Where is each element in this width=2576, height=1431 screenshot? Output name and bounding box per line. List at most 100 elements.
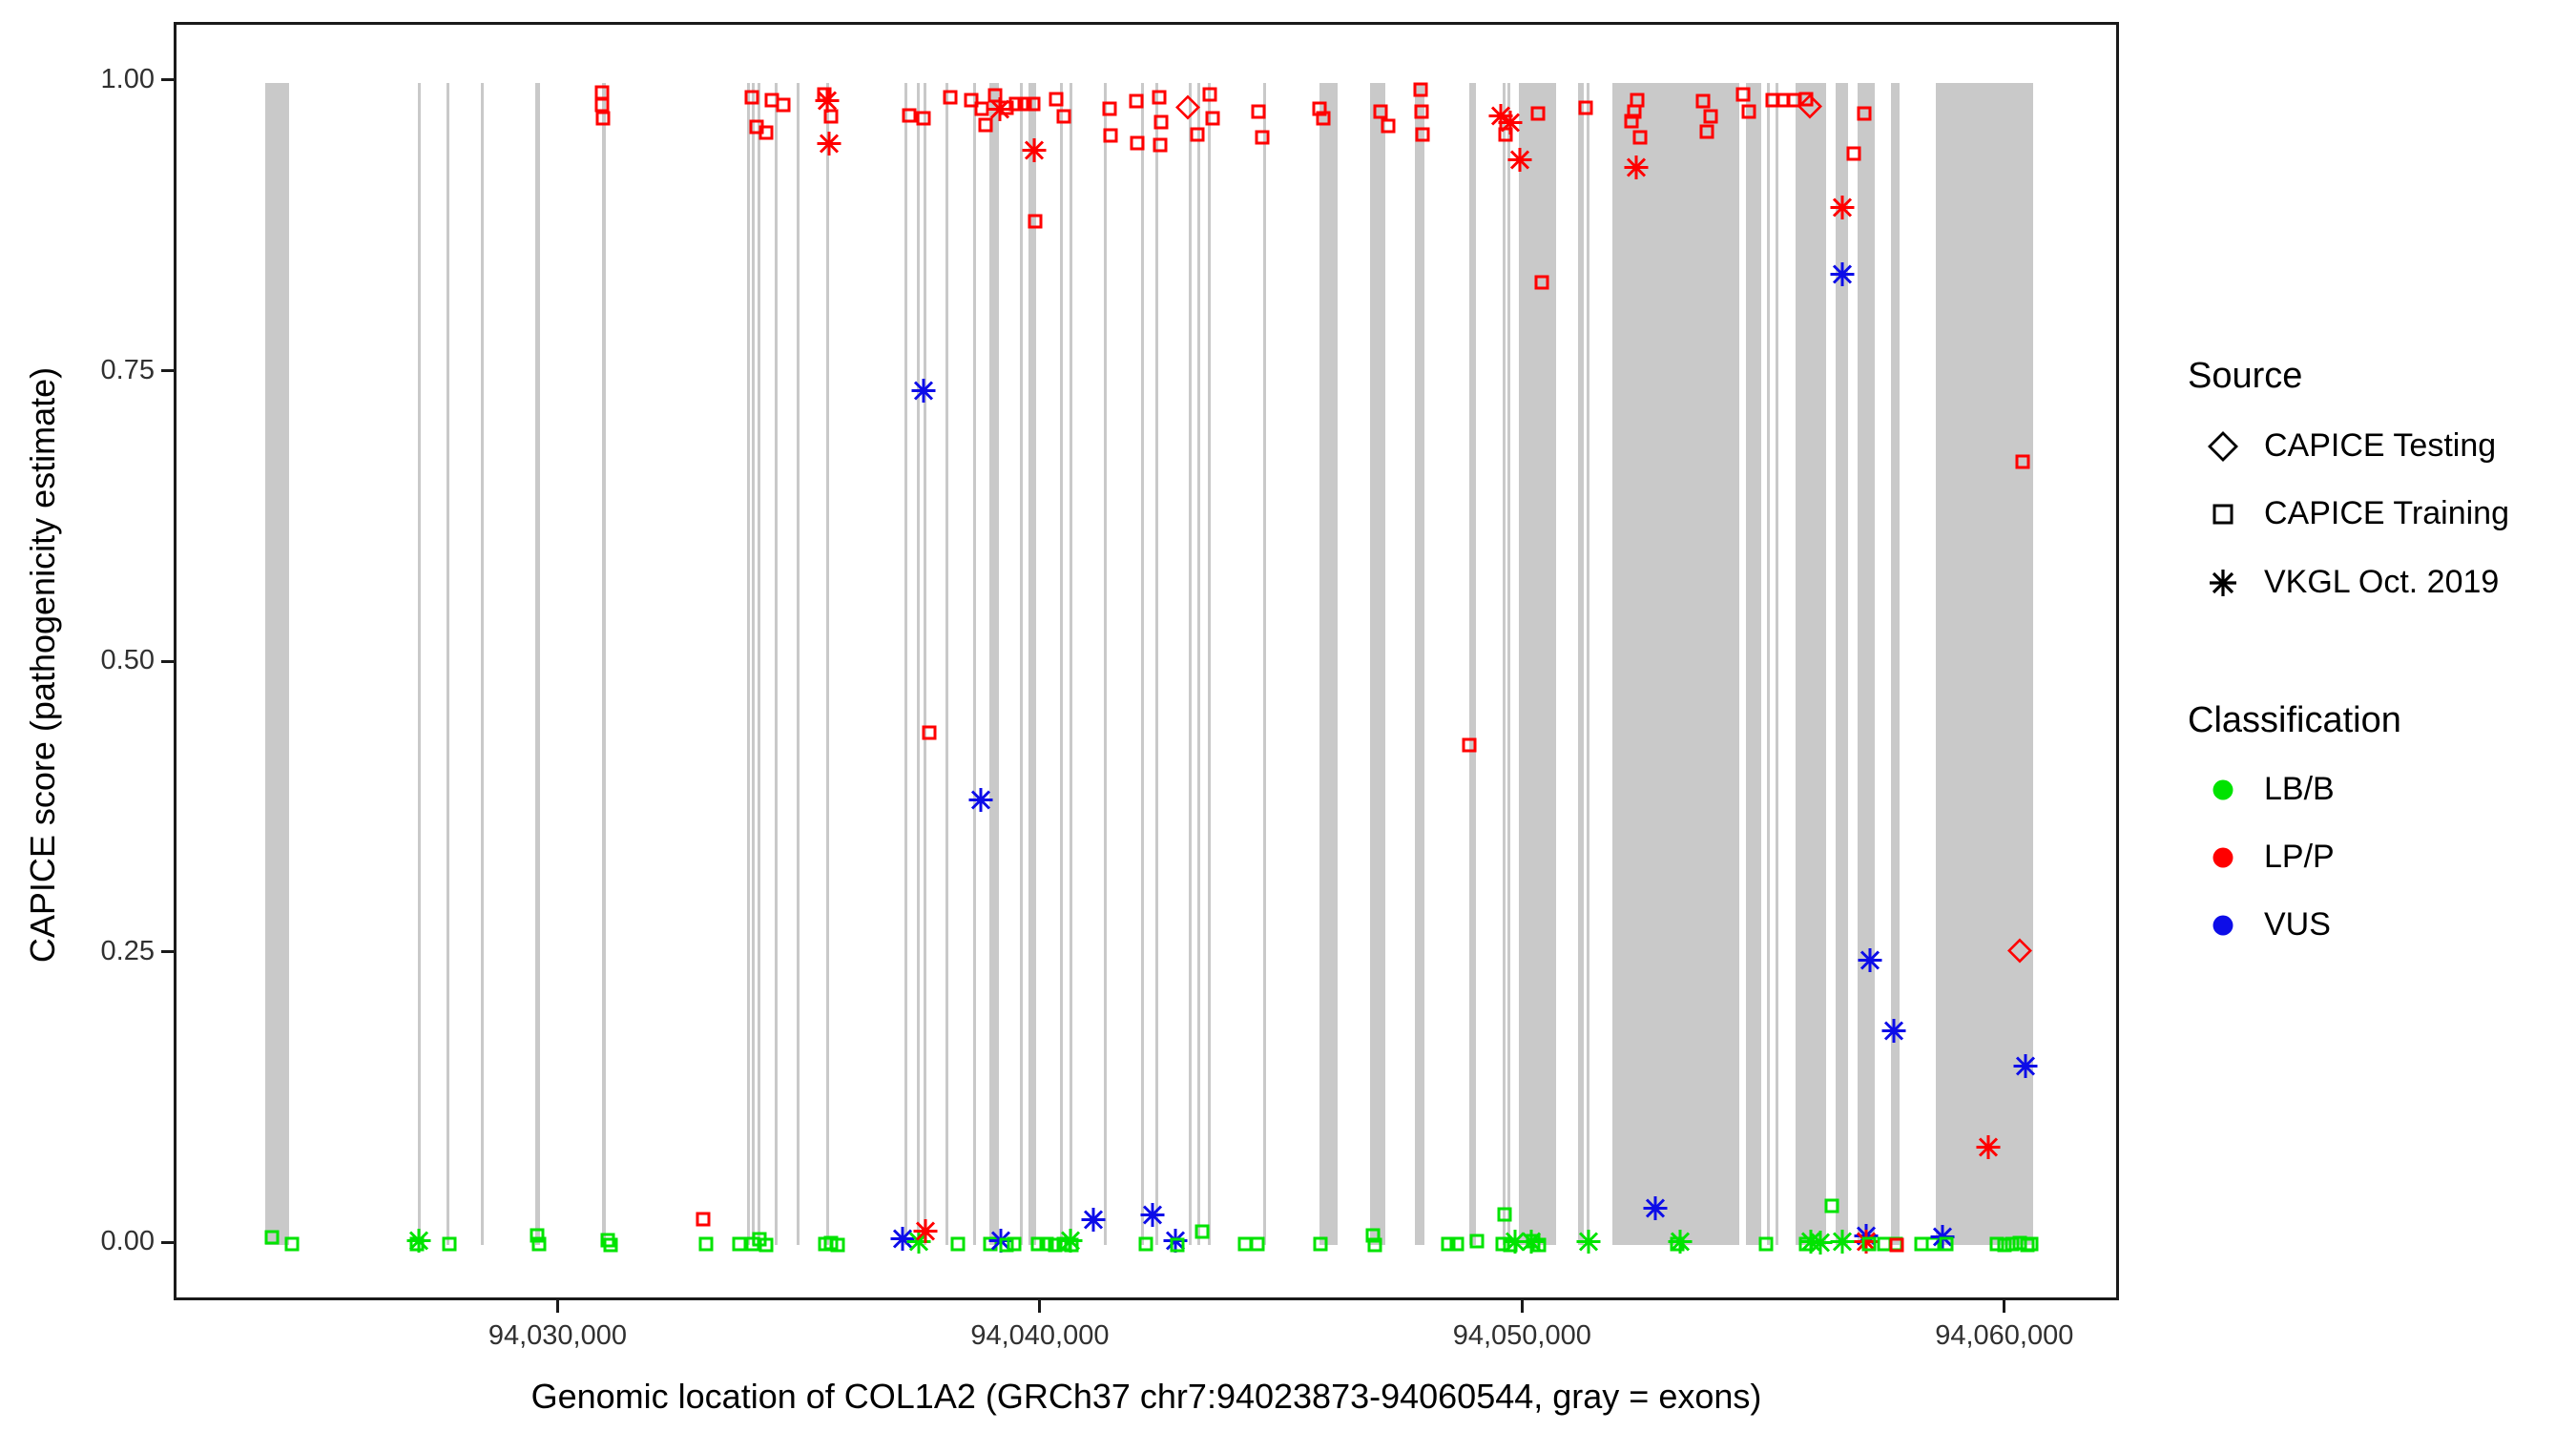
scatter-point-vkgl-asterisk xyxy=(1807,1230,1834,1261)
scatter-point-training-square xyxy=(1170,1237,1185,1253)
legend-label-lb-b: LB/B xyxy=(2264,771,2335,807)
scatter-point-training-square xyxy=(1469,1234,1485,1249)
scatter-point-training-square xyxy=(1202,87,1217,102)
scatter-point-training-square xyxy=(902,108,917,123)
scatter-point-training-square xyxy=(1373,104,1388,119)
x-tick-mark xyxy=(1520,1300,1524,1313)
dot-icon xyxy=(2207,909,2239,946)
scatter-point-training-square xyxy=(1703,109,1718,124)
scatter-point-training-square xyxy=(1824,1198,1839,1213)
y-tick-mark xyxy=(161,950,174,953)
legend-label-capice-testing: CAPICE Testing xyxy=(2264,427,2497,464)
x-tick-mark xyxy=(555,1300,559,1313)
scatter-point-training-square xyxy=(1064,1237,1079,1253)
scatter-point-vkgl-asterisk xyxy=(1506,146,1533,177)
exon-bar xyxy=(1857,82,1876,1246)
exon-bar xyxy=(945,82,948,1246)
scatter-point-vkgl-asterisk xyxy=(1857,947,1883,979)
scatter-point-training-square xyxy=(1495,1236,1510,1252)
scatter-point-training-square xyxy=(1130,135,1145,151)
scatter-point-training-square xyxy=(1449,1236,1465,1252)
exon-bar xyxy=(775,82,779,1246)
scatter-point-training-square xyxy=(987,88,1003,103)
scatter-point-training-square xyxy=(442,1236,457,1252)
legend-label-vus: VUS xyxy=(2264,906,2331,943)
scatter-point-training-square xyxy=(1578,100,1593,114)
scatter-point-training-square xyxy=(2024,1236,2039,1252)
scatter-point-training-square xyxy=(264,1230,280,1245)
exon-bar xyxy=(418,82,421,1246)
scatter-point-training-square xyxy=(1632,130,1648,145)
scatter-point-training-square xyxy=(758,125,774,140)
exon-bar xyxy=(1746,82,1761,1246)
exon-bar xyxy=(1503,82,1506,1246)
y-tick-mark xyxy=(161,1240,174,1244)
x-tick-label: 94,040,000 xyxy=(970,1320,1110,1351)
scatter-point-vkgl-asterisk xyxy=(1623,155,1650,186)
scatter-point-vkgl-asterisk xyxy=(889,1226,916,1257)
scatter-point-training-square xyxy=(744,90,759,104)
exon-bar xyxy=(1028,82,1037,1246)
scatter-point-training-square xyxy=(1498,127,1513,141)
scatter-point-training-square xyxy=(1798,92,1814,107)
x-tick-mark xyxy=(1038,1300,1042,1313)
exon-bar xyxy=(826,82,830,1246)
scatter-point-training-square xyxy=(1007,1236,1022,1252)
scatter-point-training-square xyxy=(1695,93,1711,109)
scatter-point-training-square xyxy=(1413,82,1428,97)
x-tick-label: 94,060,000 xyxy=(1935,1320,2074,1351)
scatter-point-training-square xyxy=(1624,114,1639,129)
scatter-point-training-square xyxy=(1251,104,1266,119)
scatter-point-training-square xyxy=(1735,87,1751,102)
exon-bar xyxy=(535,82,541,1246)
scatter-point-training-square xyxy=(531,1236,547,1252)
scatter-point-testing-diamond xyxy=(1797,93,1823,123)
scatter-point-training-square xyxy=(284,1236,300,1252)
exon-bar xyxy=(924,82,926,1246)
exon-bar xyxy=(1189,82,1192,1246)
scatter-point-training-square xyxy=(595,111,611,125)
scatter-point-training-square xyxy=(964,93,979,108)
legend-label-vkgl-oct-2019: VKGL Oct. 2019 xyxy=(2264,564,2500,600)
scatter-point-training-square xyxy=(1531,1237,1547,1253)
scatter-point-training-square xyxy=(916,111,930,125)
y-tick-mark xyxy=(161,78,174,82)
scatter-point-training-square xyxy=(1049,92,1064,107)
exon-bar xyxy=(1587,82,1589,1246)
exon-bar xyxy=(904,82,908,1246)
scatter-point-training-square xyxy=(1414,104,1429,119)
scatter-point-training-square xyxy=(943,90,958,104)
y-tick-label: 0.50 xyxy=(100,645,155,675)
scatter-point-training-square xyxy=(1028,214,1043,229)
scatter-point-training-square xyxy=(1462,737,1477,753)
exon-bar xyxy=(447,82,450,1246)
exon-bar xyxy=(1612,82,1739,1246)
exon-bar xyxy=(1319,82,1338,1246)
exon-bar xyxy=(1507,82,1511,1246)
scatter-point-training-square xyxy=(1056,109,1071,124)
scatter-point-training-square xyxy=(1889,1237,1904,1253)
scatter-point-training-square xyxy=(823,109,839,124)
x-tick-mark xyxy=(2003,1300,2006,1313)
scatter-point-training-square xyxy=(1313,1236,1328,1252)
exon-bar xyxy=(973,82,977,1246)
scatter-point-training-square xyxy=(1861,1236,1877,1252)
legend-classification-title: Classification xyxy=(2188,700,2401,740)
scatter-point-training-square xyxy=(776,97,791,113)
exon-bar xyxy=(1795,82,1826,1246)
exon-bar xyxy=(1155,82,1159,1246)
scatter-point-training-square xyxy=(999,1237,1014,1253)
scatter-point-training-square xyxy=(603,1237,618,1253)
scatter-point-training-square xyxy=(1627,104,1642,119)
dot-icon xyxy=(2207,841,2239,879)
scatter-point-vkgl-asterisk xyxy=(1829,194,1856,225)
scatter-point-training-square xyxy=(1153,137,1168,152)
scatter-point-training-square xyxy=(1153,114,1169,130)
scatter-point-vkgl-asterisk xyxy=(910,378,937,409)
scatter-point-training-square xyxy=(1758,1236,1774,1252)
scatter-point-training-square xyxy=(1415,127,1430,141)
legend-source-title: Source xyxy=(2188,356,2303,396)
exon-bar xyxy=(1835,82,1848,1246)
scatter-point-training-square xyxy=(1103,128,1118,143)
